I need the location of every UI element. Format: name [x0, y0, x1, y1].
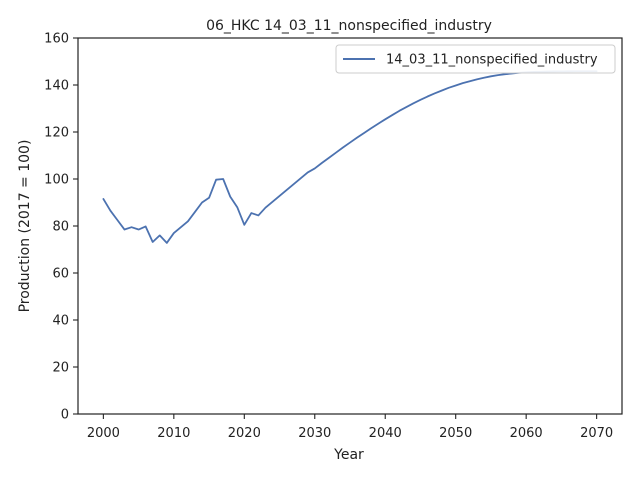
y-axis: 0 20 40 60 80 100 120 140 160 [44, 32, 78, 423]
legend: 14_03_11_nonspecified_industry [335, 44, 616, 74]
plot-frame [77, 37, 623, 415]
x-tick-label: 2050 [439, 426, 472, 441]
y-tick-label: 160 [44, 32, 69, 47]
x-tick-label: 2070 [580, 426, 613, 441]
x-axis: 2000 2010 2020 2030 2040 2050 2060 2070 [87, 414, 613, 441]
x-tick-label: 2000 [87, 426, 120, 441]
x-tick-label: 2030 [298, 426, 331, 441]
y-tick-label: 140 [44, 79, 69, 94]
legend-box [335, 44, 616, 74]
x-tick-label: 2040 [369, 426, 402, 441]
legend-label: 14_03_11_nonspecified_industry [386, 53, 598, 68]
x-tick-label: 2010 [157, 426, 190, 441]
x-tick-label: 2020 [228, 426, 261, 441]
y-axis-label: Production (2017 = 100) [17, 140, 33, 313]
chart-title: 06_HKC 14_03_11_nonspecified_industry [206, 18, 492, 34]
y-tick-label: 40 [52, 314, 69, 329]
y-tick-label: 80 [52, 220, 69, 235]
y-tick-label: 120 [44, 126, 69, 141]
y-tick-label: 100 [44, 173, 69, 188]
y-tick-label: 0 [61, 408, 69, 423]
x-axis-label: Year [333, 447, 364, 463]
y-tick-label: 60 [52, 267, 69, 282]
x-tick-label: 2060 [510, 426, 543, 441]
y-tick-label: 20 [52, 361, 69, 376]
